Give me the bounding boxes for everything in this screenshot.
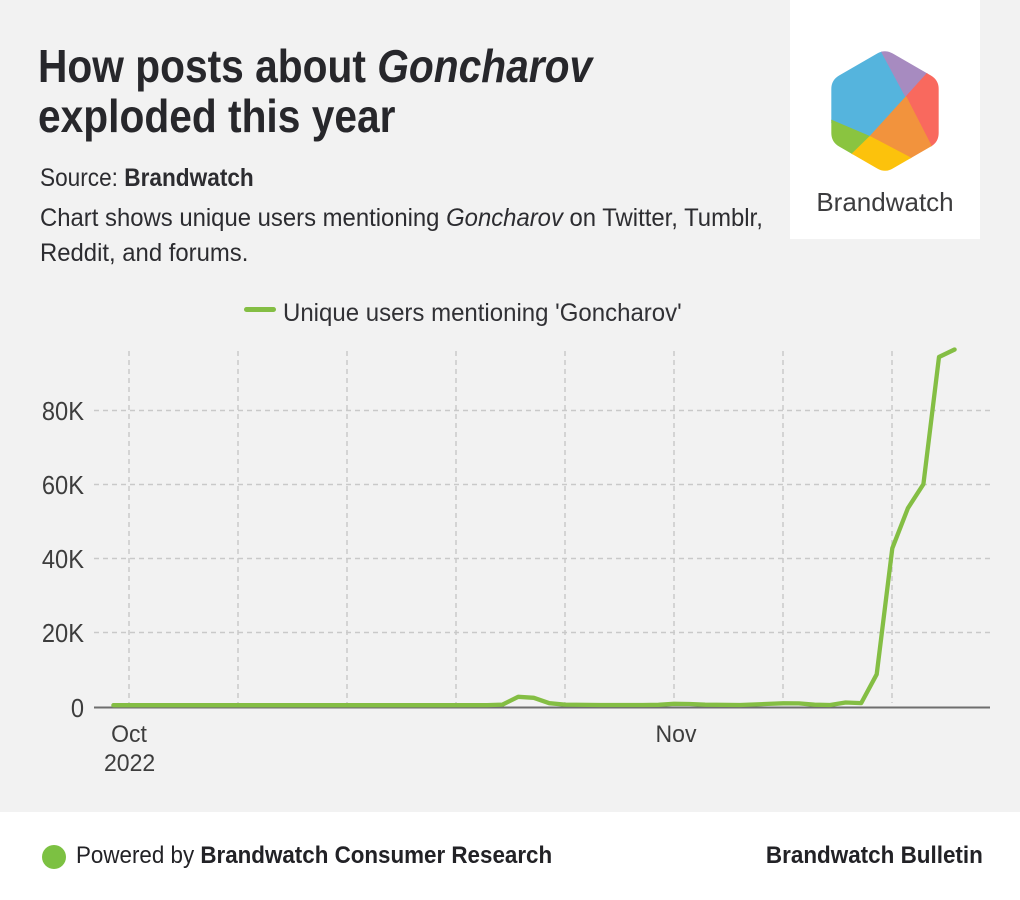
- svg-text:2022: 2022: [104, 750, 155, 777]
- svg-text:Oct: Oct: [111, 721, 147, 748]
- svg-text:60K: 60K: [42, 472, 84, 500]
- svg-text:Nov: Nov: [656, 721, 697, 748]
- svg-text:20K: 20K: [42, 620, 84, 648]
- svg-text:40K: 40K: [42, 546, 84, 574]
- svg-text:80K: 80K: [42, 398, 84, 426]
- svg-text:0: 0: [71, 695, 84, 723]
